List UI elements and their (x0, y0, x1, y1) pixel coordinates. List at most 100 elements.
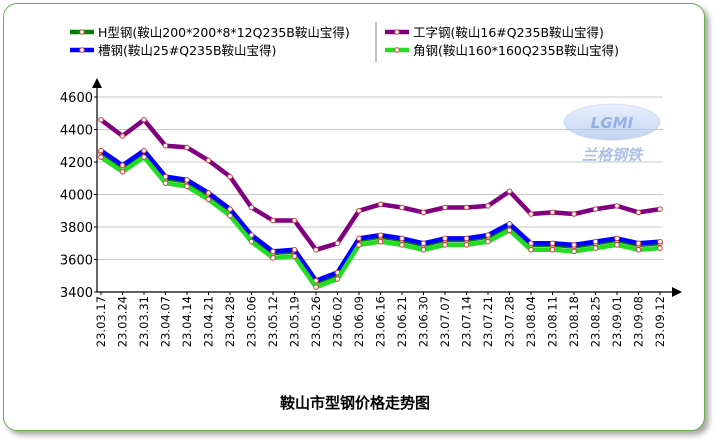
data-point (184, 144, 190, 151)
x-tick-label: 23.05.06 (245, 296, 259, 347)
y-tick-label: 3400 (60, 286, 93, 301)
data-point (442, 204, 448, 211)
x-tick-label: 23.03.31 (137, 296, 151, 347)
data-point (506, 220, 513, 227)
x-tick-label: 23.08.25 (589, 296, 603, 347)
data-point (291, 253, 298, 260)
data-point (205, 190, 212, 196)
data-point (270, 255, 276, 261)
data-point (377, 238, 384, 245)
x-axis-arrow (672, 287, 682, 297)
data-point (313, 246, 319, 253)
data-point (356, 242, 362, 248)
data-point (377, 201, 384, 208)
data-point (399, 235, 405, 242)
data-point (141, 116, 147, 123)
series-line (99, 154, 661, 290)
data-point (205, 196, 212, 203)
data-point (141, 154, 147, 160)
y-tick-label: 4600 (60, 91, 93, 106)
data-point (334, 240, 341, 247)
data-point (334, 276, 341, 282)
x-tick-label: 23.06.09 (352, 296, 366, 347)
data-point (270, 217, 276, 224)
data-point (420, 240, 427, 247)
data-point (485, 232, 491, 238)
y-tick-label: 4400 (60, 124, 93, 139)
data-point (119, 162, 126, 169)
data-point (356, 235, 362, 242)
y-tick-label: 3800 (60, 221, 93, 236)
data-point (506, 188, 513, 195)
data-point (528, 246, 534, 253)
data-point (549, 240, 556, 247)
data-point (463, 204, 470, 211)
data-point (98, 116, 104, 123)
x-tick-label: 23.03.17 (94, 296, 108, 347)
data-point (528, 211, 534, 217)
series-layer (98, 116, 663, 290)
x-tick-label: 23.08.04 (524, 296, 538, 347)
data-point (291, 217, 298, 224)
x-tick-label: 23.04.14 (180, 296, 194, 347)
data-point (442, 242, 448, 248)
series-line (99, 150, 661, 285)
data-point (592, 206, 599, 212)
data-point (162, 173, 169, 180)
data-point (399, 204, 405, 211)
data-point (227, 173, 233, 180)
data-point (657, 206, 663, 212)
data-point (571, 242, 577, 248)
data-point (635, 209, 642, 216)
data-point (635, 246, 642, 253)
x-tick-label: 23.06.30 (417, 296, 431, 347)
data-point (291, 246, 298, 253)
data-point (184, 183, 190, 190)
data-point (463, 235, 470, 242)
x-tick-label: 23.04.28 (223, 296, 237, 347)
legend-label: 槽钢(鞍山25#Q235B鞍山宝得) (98, 43, 276, 58)
data-point (657, 238, 663, 245)
data-point (463, 242, 470, 248)
data-point (377, 232, 384, 238)
data-point (506, 227, 513, 234)
x-tick-label: 23.07.28 (503, 296, 517, 347)
data-point (485, 203, 491, 209)
y-tick-label: 4000 (60, 189, 93, 204)
legend: H型钢(鞍山200*200*8*12Q235B鞍山宝得) 工字钢(鞍山16#Q23… (70, 22, 619, 62)
data-point (571, 211, 577, 217)
data-point (248, 204, 255, 211)
legend-marker (394, 47, 400, 53)
data-point (270, 248, 276, 255)
legend-label: H型钢(鞍山200*200*8*12Q235B鞍山宝得) (98, 25, 350, 40)
data-point (98, 154, 104, 160)
x-tick-label: 23.05.12 (266, 296, 280, 347)
x-tick-labels: 23.03.17 23.03.24 23.03.31 23.04.07 23.04.14… (94, 292, 667, 347)
y-tick-label: 4200 (60, 156, 93, 171)
y-tick-labels: 3400 3600 3800 4000 4200 4400 4600 (60, 91, 97, 301)
data-point (162, 142, 169, 149)
data-point (399, 242, 405, 248)
data-point (614, 242, 620, 248)
watermark-caption: 兰格钢铁 (582, 146, 644, 164)
data-point (98, 147, 104, 154)
data-point (227, 212, 233, 219)
legend-marker (394, 29, 400, 35)
data-point (549, 246, 556, 253)
data-point (356, 207, 362, 214)
y-tick-label: 3600 (60, 254, 93, 269)
legend-marker (79, 29, 85, 35)
data-point (205, 157, 212, 164)
x-tick-label: 23.07.21 (481, 296, 495, 347)
data-point (313, 284, 319, 290)
data-point (227, 206, 233, 212)
data-point (141, 147, 147, 154)
data-point (119, 133, 126, 139)
watermark-logo-text: LGMI (591, 114, 634, 132)
data-point (420, 246, 427, 253)
watermark-logo: LGMI 兰格钢铁 (563, 103, 661, 164)
x-tick-label: 23.09.01 (610, 296, 624, 347)
x-tick-label: 23.03.24 (116, 296, 130, 347)
data-point (592, 238, 599, 245)
